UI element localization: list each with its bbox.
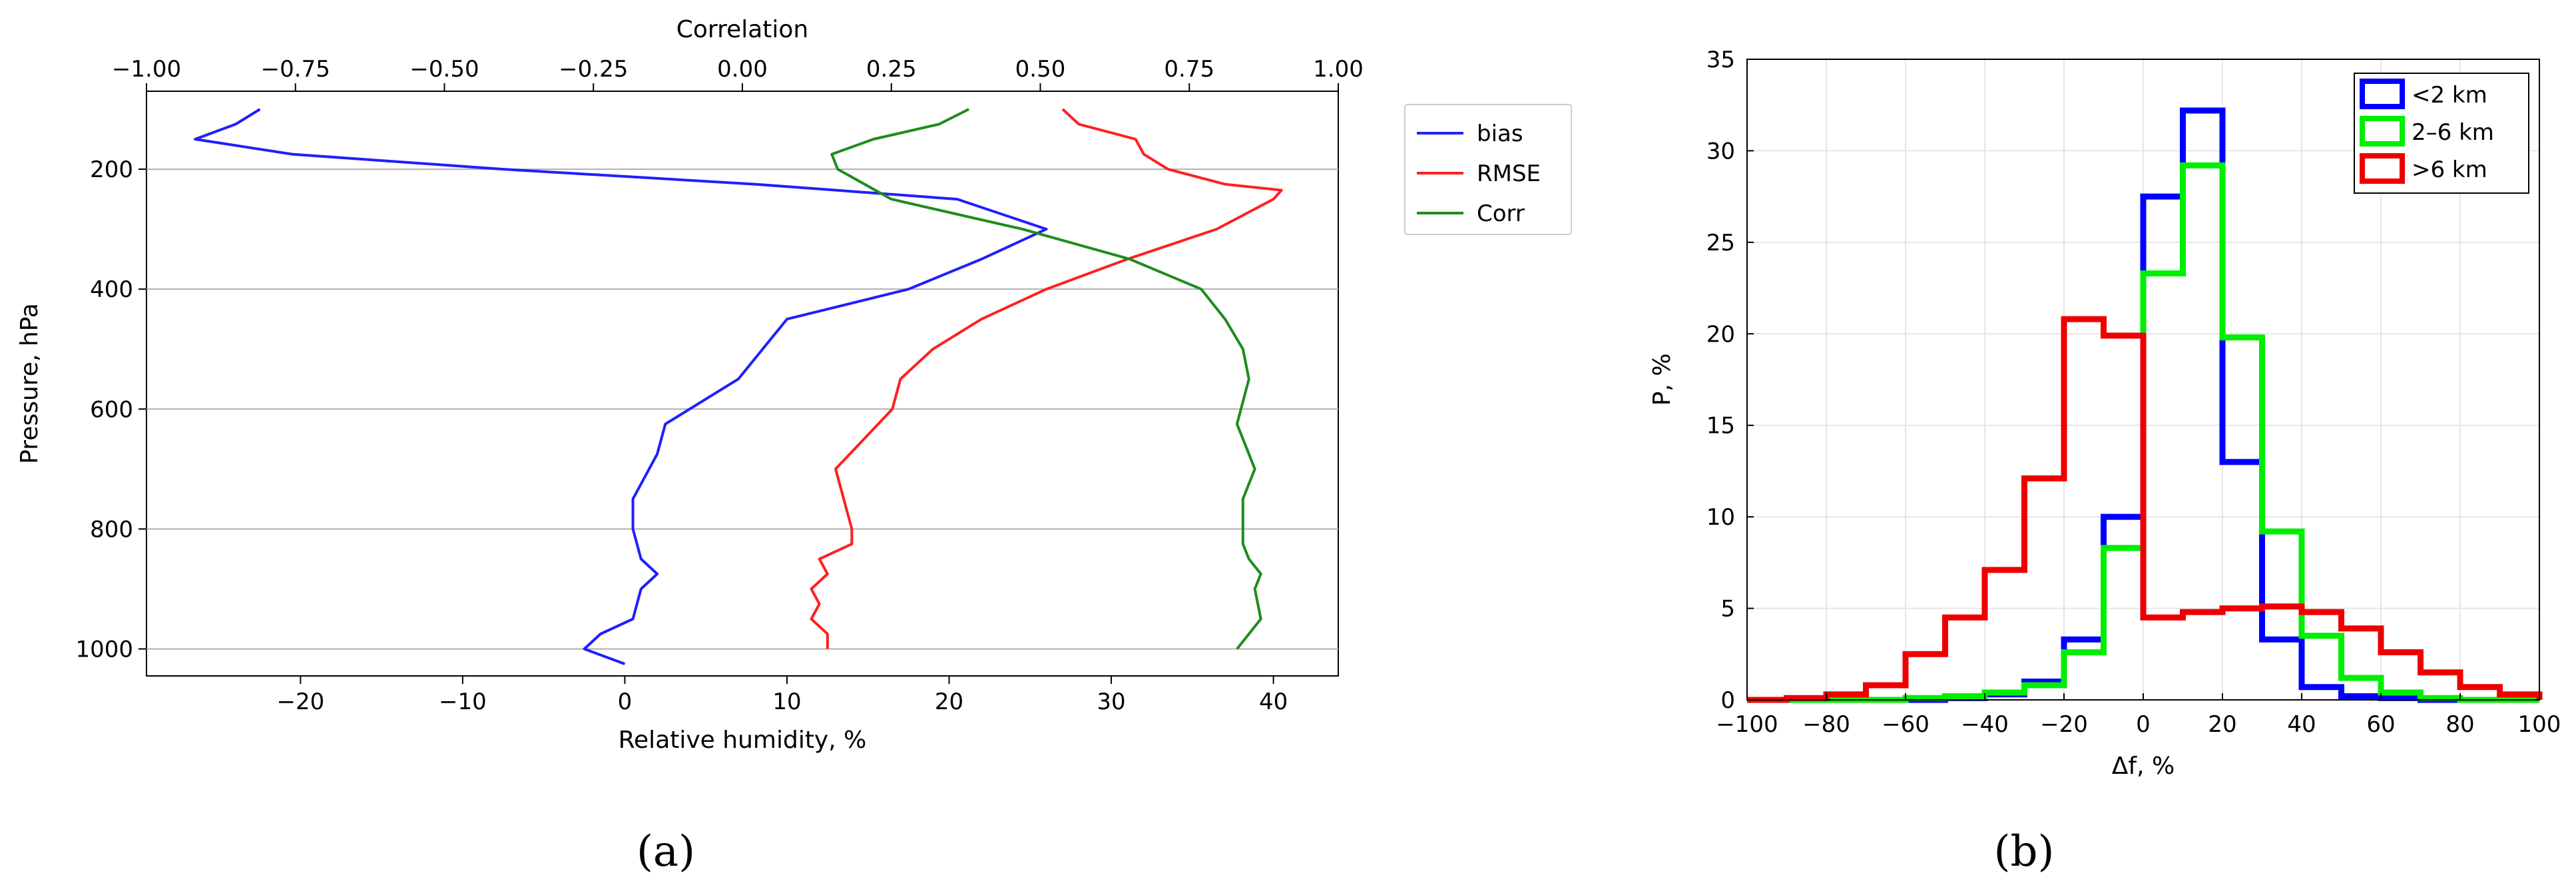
panel-a: −20 −10 0 10 20 30 40 200 400 600 800 1000 −1.00 −0… (16, 16, 1572, 876)
panel-a-caption: (a) (637, 827, 695, 876)
a-x-tick-label: 10 (772, 689, 801, 715)
a-top-tick-label: −0.25 (559, 56, 628, 83)
b-x-tick-label: −80 (1802, 711, 1850, 738)
b-xlabel: Δf, % (2112, 752, 2175, 780)
a-x-tick-label: −20 (276, 689, 324, 715)
b-y-tick-label: 15 (1706, 413, 1735, 440)
b-legend-swatch (2360, 153, 2405, 184)
a-series-line-rmse (810, 108, 1283, 649)
a-top-tick-label: −0.50 (409, 56, 479, 83)
a-x-tick-label: 30 (1097, 689, 1125, 715)
b-y-tick-label: 35 (1706, 47, 1735, 73)
b-histogram-series (1747, 162, 2539, 703)
a-top-tick-label: −1.00 (112, 56, 181, 83)
b-ylabel: P, % (1649, 354, 1676, 406)
b-legend-box (2354, 73, 2529, 194)
a-top-tick-label: 0.25 (866, 56, 917, 83)
a-x-tick-label: 20 (935, 689, 963, 715)
b-y-tick-label: 0 (1720, 687, 1735, 714)
a-y-tick-label: 600 (90, 396, 133, 423)
b-x-tick-label: 20 (2208, 711, 2236, 738)
b-y-tick-label: 30 (1706, 138, 1735, 164)
b-x-tick-label: 60 (2366, 711, 2395, 738)
b-y-tick-label: 5 (1720, 596, 1735, 623)
a-series-line-bias (194, 108, 1048, 665)
a-top-tick-label: 0.00 (717, 56, 768, 83)
b-x-tick-label: 100 (2518, 711, 2561, 738)
a-series-line-corr (830, 108, 1262, 650)
b-x-tick-label: 40 (2287, 711, 2316, 738)
a-top-tick-label: 0.50 (1015, 56, 1066, 83)
a-y-tick-label: 800 (90, 516, 133, 543)
b-legend-swatch (2360, 79, 2405, 109)
b-histogram-series (1747, 316, 2543, 703)
panel-b: −100 −80 −60 −40 −20 0 20 40 60 80 100 0 5 10 15 20 25 3… (1649, 47, 2561, 876)
a-legend: bias RMSE Corr (1404, 104, 1572, 235)
b-x-tick-label: −20 (2040, 711, 2088, 738)
b-legend-label: 2–6 km (2412, 119, 2494, 146)
b-x-tick-label: 80 (2446, 711, 2474, 738)
b-x-tick-label: 0 (2136, 711, 2151, 738)
b-y-tick-label: 20 (1706, 321, 1735, 348)
b-x-tick-label: −60 (1882, 711, 1930, 738)
a-y-tick-label: 200 (90, 156, 133, 183)
b-x-tick-label: −40 (1961, 711, 2009, 738)
a-top-tick-label: 0.75 (1164, 56, 1214, 83)
a-ylabel: Pressure, hPa (16, 303, 43, 464)
a-y-tick-label: 1000 (75, 636, 133, 663)
a-xlabel: Relative humidity, % (619, 727, 867, 754)
b-y-tick-label: 25 (1706, 230, 1735, 256)
a-legend-label: bias (1477, 121, 1523, 147)
a-y-tick-label: 400 (90, 276, 133, 303)
a-top-tick-label: 1.00 (1313, 56, 1364, 83)
b-y-tick-label: 10 (1706, 504, 1735, 531)
b-x-tick-label: −100 (1716, 711, 1778, 738)
b-legend-label: >6 km (2412, 156, 2487, 183)
a-legend-label: RMSE (1477, 160, 1541, 187)
a-top-xlabel: Correlation (676, 16, 809, 43)
a-x-tick-label: 40 (1259, 689, 1288, 715)
a-x-tick-label: 0 (618, 689, 633, 715)
b-legend: <2 km 2–6 km >6 km (2354, 73, 2529, 194)
b-legend-swatch (2360, 116, 2405, 147)
a-x-tick-label: −10 (439, 689, 487, 715)
b-legend-label: <2 km (2412, 82, 2487, 109)
a-legend-box (1404, 104, 1572, 235)
a-top-tick-label: −0.75 (261, 56, 330, 83)
panel-a-frame (146, 91, 1339, 677)
panel-b-caption: (b) (1994, 827, 2055, 876)
a-legend-label: Corr (1477, 200, 1525, 227)
